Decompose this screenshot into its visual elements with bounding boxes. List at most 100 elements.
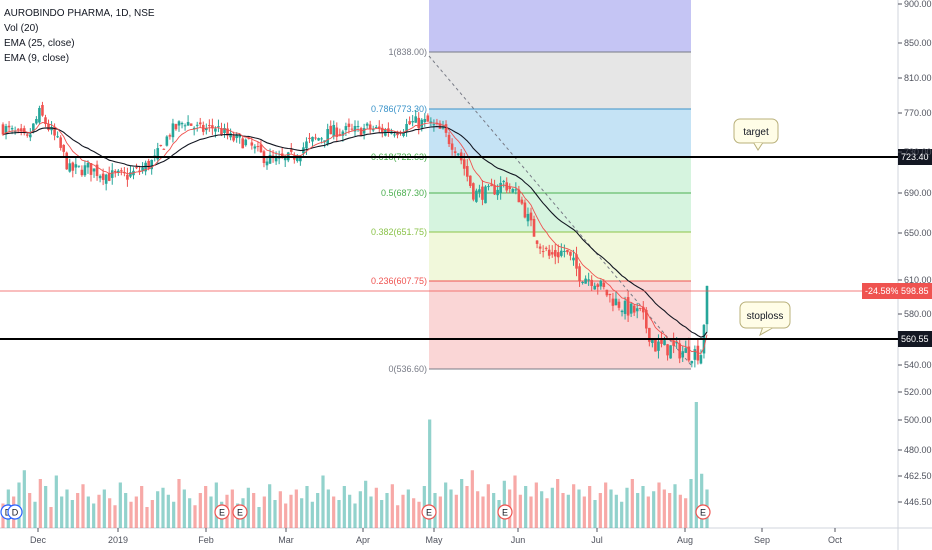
legend-ema-25[interactable]: EMA (25, close)	[4, 38, 75, 49]
candle-body	[684, 348, 688, 353]
candle-body	[638, 307, 642, 309]
candle-body	[411, 121, 414, 123]
fib-level-label: 0.236(607.75)	[371, 276, 427, 286]
candle-body	[453, 151, 457, 154]
price-axis[interactable]: 900.00 850.00 810.00 770.00 730.00 690.00 650.…	[898, 0, 932, 507]
candle-body	[508, 186, 512, 190]
candle-body	[326, 129, 329, 144]
candle-body	[98, 175, 102, 179]
candle-body	[241, 138, 245, 149]
volume-bar	[129, 501, 133, 528]
candle-body	[481, 186, 484, 200]
candle-body	[250, 142, 254, 146]
candle-body	[77, 165, 81, 167]
candle-body	[705, 285, 709, 325]
price-tag-label: 560.55	[901, 334, 929, 344]
candle-body	[126, 174, 129, 180]
candle-body	[335, 127, 339, 137]
candle-body	[423, 118, 427, 123]
candle-body	[529, 212, 533, 221]
volume-bar	[476, 491, 480, 528]
x-tick-label: 2019	[108, 535, 128, 545]
candle-body	[648, 327, 651, 342]
candle-body	[356, 126, 360, 128]
time-axis[interactable]: Dec 2019 Feb Mar Apr May Jun Jul Aug Sep Oct	[30, 528, 843, 545]
candle-body	[323, 140, 326, 142]
volume-bar	[124, 493, 128, 528]
volume-bar	[81, 484, 85, 528]
candle-body	[635, 308, 639, 312]
volume-bar	[38, 479, 42, 528]
candle-body	[13, 131, 17, 133]
candle-body	[256, 146, 260, 148]
x-tick-label: May	[425, 535, 443, 545]
candle-body	[299, 155, 302, 162]
candle-body	[235, 134, 238, 139]
candle-body	[38, 107, 41, 123]
annotation-text: target	[743, 127, 769, 138]
candle-body	[675, 342, 678, 344]
candle-body	[214, 128, 217, 132]
volume-bar	[289, 494, 293, 528]
legend-volume[interactable]: Vol (20)	[4, 23, 39, 34]
candle-body	[611, 298, 615, 306]
candle-body	[535, 240, 539, 244]
volume-bar	[577, 489, 581, 528]
candle-body	[62, 144, 65, 152]
candle-body	[32, 123, 35, 132]
y-tick-label: 580.00	[904, 309, 932, 319]
volume-bar	[342, 486, 346, 528]
candle-body	[198, 122, 202, 125]
volume-bar	[44, 486, 48, 528]
candle-body	[362, 128, 366, 134]
candle-body	[669, 345, 672, 359]
volume-bar	[406, 489, 410, 528]
candle-body	[377, 126, 381, 129]
candle-body	[405, 124, 408, 132]
fib-level-label: 0.382(651.75)	[371, 227, 427, 237]
candle-body	[605, 289, 609, 296]
candle-body	[186, 121, 190, 126]
candle-body	[666, 344, 669, 356]
chart-legend: AUROBINDO PHARMA, 1D, NSE Vol (20) EMA (…	[4, 6, 155, 66]
volume-bar	[204, 486, 208, 528]
fib-band	[429, 52, 691, 109]
candle-body	[138, 170, 141, 172]
volume-bar	[86, 496, 90, 528]
target-annotation: target	[733, 118, 779, 151]
volume-bar	[65, 489, 69, 528]
candle-body	[614, 298, 618, 306]
candle-body	[50, 126, 53, 131]
volume-bar	[566, 494, 570, 528]
volume-bar	[673, 484, 677, 528]
y-tick-label: 500.00	[904, 415, 932, 425]
candle-body	[429, 121, 433, 123]
volume-bar	[641, 486, 645, 528]
event-marker: E	[695, 504, 711, 520]
candle-body	[80, 169, 84, 176]
volume-bar	[76, 493, 80, 528]
legend-symbol[interactable]: AUROBINDO PHARMA, 1D, NSE	[4, 8, 155, 19]
x-tick-label: Dec	[30, 535, 47, 545]
candle-body	[59, 137, 62, 148]
candle-body	[541, 251, 545, 253]
legend-ema-9[interactable]: EMA (9, close)	[4, 53, 70, 64]
candle-body	[274, 157, 278, 162]
candle-body	[177, 121, 181, 126]
volume-bar	[598, 493, 602, 528]
volume-bar	[609, 489, 613, 528]
volume-bar	[182, 489, 186, 528]
candle-body	[147, 160, 150, 169]
volume-bar	[369, 496, 373, 528]
candle-body	[572, 257, 575, 261]
price-tag-label: 723.40	[901, 152, 929, 162]
volume-bar	[273, 500, 277, 528]
volume-bar	[188, 498, 192, 528]
candle-body	[347, 123, 351, 127]
volume-bar	[321, 475, 325, 528]
price-tag-bg	[898, 149, 932, 165]
change-tag-bg	[862, 283, 898, 299]
candle-body	[672, 340, 675, 346]
candle-body	[462, 159, 466, 169]
